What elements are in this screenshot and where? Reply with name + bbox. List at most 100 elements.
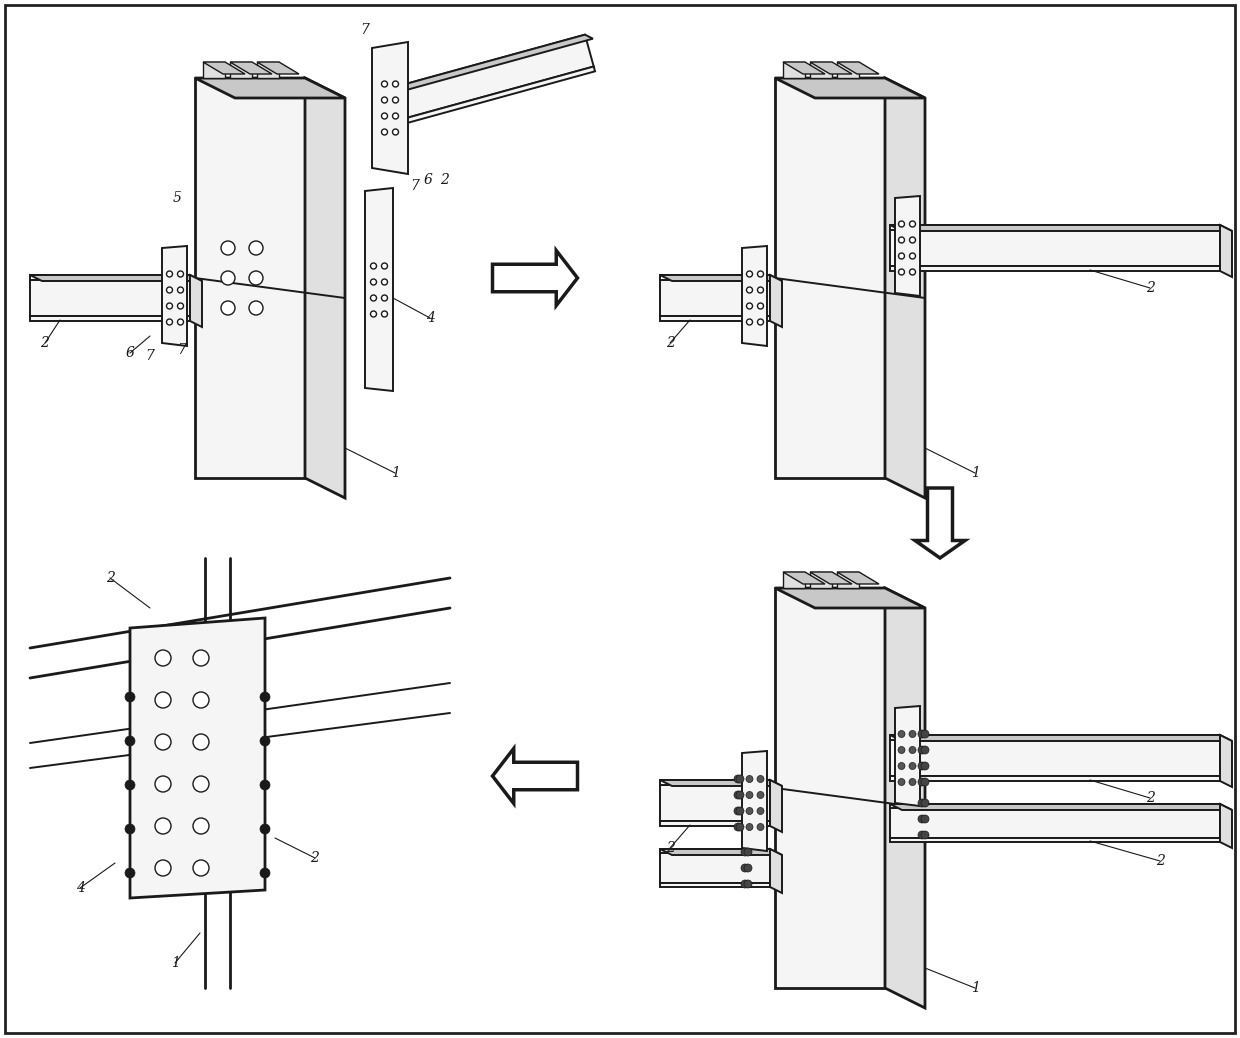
Circle shape (746, 286, 753, 293)
Circle shape (166, 286, 172, 293)
Circle shape (393, 129, 398, 135)
Circle shape (909, 253, 915, 260)
Circle shape (756, 823, 764, 830)
Polygon shape (837, 572, 859, 588)
Circle shape (909, 746, 916, 754)
Polygon shape (890, 225, 1233, 231)
Circle shape (921, 746, 929, 754)
Circle shape (221, 271, 236, 285)
Circle shape (899, 237, 904, 243)
Polygon shape (890, 838, 1220, 842)
Circle shape (382, 97, 387, 103)
Polygon shape (775, 78, 885, 479)
Circle shape (155, 650, 171, 666)
Polygon shape (30, 275, 190, 280)
Circle shape (125, 780, 135, 790)
Text: 2: 2 (440, 173, 449, 187)
Circle shape (921, 831, 929, 839)
Circle shape (918, 799, 926, 807)
Polygon shape (384, 34, 593, 93)
Circle shape (260, 868, 270, 878)
Circle shape (746, 319, 753, 325)
Polygon shape (660, 821, 770, 826)
Circle shape (921, 730, 929, 738)
Circle shape (193, 692, 210, 708)
Polygon shape (257, 62, 299, 74)
Circle shape (918, 815, 926, 823)
Text: 7: 7 (177, 343, 186, 357)
Text: 2: 2 (666, 841, 675, 855)
Text: 2: 2 (41, 336, 50, 350)
Text: 7: 7 (361, 23, 370, 37)
Circle shape (382, 129, 387, 135)
Circle shape (909, 763, 916, 769)
Circle shape (742, 880, 749, 887)
Polygon shape (195, 78, 345, 98)
Circle shape (155, 734, 171, 750)
Circle shape (744, 864, 751, 872)
Text: 1: 1 (391, 466, 399, 480)
Polygon shape (810, 572, 832, 588)
Polygon shape (305, 78, 345, 498)
Circle shape (221, 301, 236, 315)
Circle shape (260, 780, 270, 790)
Polygon shape (890, 776, 1220, 781)
Text: 2: 2 (105, 571, 114, 585)
Polygon shape (1220, 735, 1233, 787)
Polygon shape (492, 748, 578, 803)
Polygon shape (365, 188, 393, 391)
Circle shape (166, 271, 172, 277)
Circle shape (382, 263, 387, 269)
Polygon shape (30, 275, 202, 281)
Polygon shape (387, 39, 594, 121)
Circle shape (260, 692, 270, 702)
Circle shape (918, 762, 926, 770)
Circle shape (177, 271, 184, 277)
Text: 4: 4 (76, 881, 84, 895)
Circle shape (193, 861, 210, 876)
Circle shape (758, 271, 764, 277)
Polygon shape (257, 62, 279, 78)
Circle shape (921, 815, 929, 823)
Circle shape (734, 807, 742, 815)
Polygon shape (915, 488, 965, 558)
Circle shape (371, 263, 377, 269)
Text: 1: 1 (971, 466, 980, 480)
Circle shape (909, 221, 915, 227)
Text: 1: 1 (171, 956, 180, 969)
Circle shape (155, 692, 171, 708)
Polygon shape (810, 62, 852, 74)
Circle shape (393, 113, 398, 119)
Text: 1: 1 (971, 981, 980, 995)
Polygon shape (30, 316, 190, 321)
Circle shape (909, 269, 915, 275)
Polygon shape (660, 853, 770, 883)
Polygon shape (775, 78, 925, 98)
Circle shape (746, 775, 753, 783)
Circle shape (125, 868, 135, 878)
Text: 7: 7 (145, 349, 155, 363)
Polygon shape (492, 250, 578, 305)
Polygon shape (660, 849, 782, 855)
Polygon shape (660, 883, 770, 887)
Polygon shape (229, 62, 272, 74)
Circle shape (918, 746, 926, 754)
Circle shape (898, 763, 905, 769)
Circle shape (155, 776, 171, 792)
Circle shape (221, 241, 236, 255)
Polygon shape (782, 572, 825, 584)
Circle shape (744, 880, 751, 887)
Polygon shape (890, 804, 1233, 810)
Text: 2: 2 (1146, 281, 1154, 295)
Polygon shape (660, 316, 770, 321)
Circle shape (249, 301, 263, 315)
Circle shape (756, 775, 764, 783)
Circle shape (909, 731, 916, 738)
Polygon shape (890, 735, 1220, 740)
Polygon shape (660, 849, 770, 853)
Circle shape (737, 775, 744, 783)
Circle shape (193, 734, 210, 750)
Circle shape (734, 823, 742, 831)
Circle shape (756, 792, 764, 798)
Polygon shape (190, 275, 202, 327)
